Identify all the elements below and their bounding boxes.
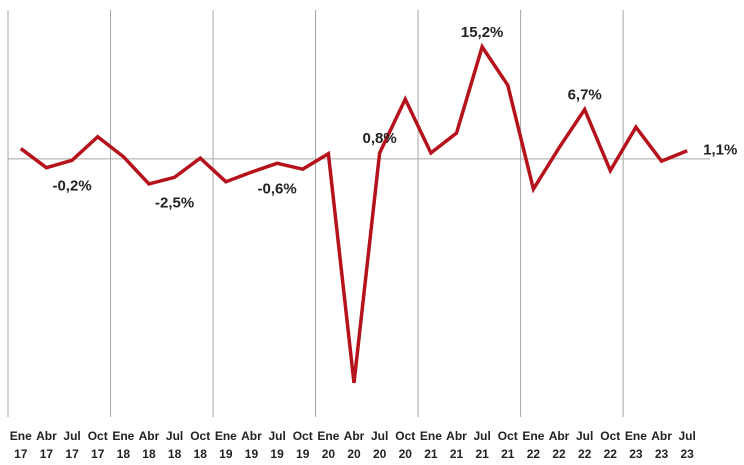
x-tick-label: 20 xyxy=(399,447,413,460)
x-tick-label: 20 xyxy=(347,447,361,460)
x-tick-label: Oct xyxy=(395,429,415,443)
data-label: -0,2% xyxy=(52,177,91,194)
x-tick-label: Jul xyxy=(371,429,388,443)
x-tick-label: Oct xyxy=(190,429,210,443)
x-tick-label: 18 xyxy=(168,447,182,460)
x-tick-label: Ene xyxy=(10,429,32,443)
x-tick-label: Abr xyxy=(344,429,365,443)
data-label: 6,7% xyxy=(568,86,602,103)
x-tick-label: Abr xyxy=(241,429,262,443)
x-tick-label: 18 xyxy=(117,447,131,460)
x-tick-label: 22 xyxy=(552,447,566,460)
x-tick-label: Ene xyxy=(112,429,134,443)
x-tick-label: Jul xyxy=(576,429,593,443)
data-label: -0,6% xyxy=(258,180,297,197)
x-tick-label: 22 xyxy=(604,447,618,460)
x-tick-label: 21 xyxy=(450,447,464,460)
x-tick-label: 21 xyxy=(424,447,438,460)
data-line xyxy=(19,42,688,384)
x-tick-label: Jul xyxy=(268,429,285,443)
x-tick-label: 23 xyxy=(655,447,669,460)
x-tick-label: 17 xyxy=(65,447,79,460)
x-tick-label: Oct xyxy=(600,429,620,443)
x-tick-label: Abr xyxy=(36,429,57,443)
x-tick-label: 17 xyxy=(91,447,105,460)
x-tick-label: 23 xyxy=(681,447,695,460)
x-tick-label: 20 xyxy=(322,447,336,460)
x-tick-label: Jul xyxy=(166,429,183,443)
data-label: -2,5% xyxy=(155,194,194,211)
x-tick-label: 18 xyxy=(142,447,156,460)
x-tick-label: Abr xyxy=(139,429,160,443)
x-tick-label: Ene xyxy=(420,429,442,443)
x-tick-label: 18 xyxy=(194,447,208,460)
x-tick-label: Ene xyxy=(317,429,339,443)
data-label: 1,1% xyxy=(703,142,737,159)
x-tick-label: Abr xyxy=(446,429,467,443)
x-tick-label: Ene xyxy=(522,429,544,443)
x-tick-label: Ene xyxy=(625,429,647,443)
x-tick-label: 23 xyxy=(629,447,643,460)
data-label: 0,8% xyxy=(363,130,397,147)
x-tick-label: 19 xyxy=(296,447,310,460)
x-tick-label: 17 xyxy=(14,447,28,460)
x-tick-label: Ene xyxy=(215,429,237,443)
x-tick-label: 17 xyxy=(40,447,54,460)
x-tick-label: 22 xyxy=(578,447,592,460)
x-tick-label: 19 xyxy=(219,447,233,460)
x-tick-label: 19 xyxy=(245,447,259,460)
x-tick-label: Abr xyxy=(651,429,672,443)
x-tick-label: 22 xyxy=(527,447,541,460)
data-label: 15,2% xyxy=(461,24,504,41)
x-tick-label: Oct xyxy=(293,429,313,443)
x-tick-label: Abr xyxy=(549,429,570,443)
x-tick-label: 19 xyxy=(270,447,284,460)
x-tick-label: 20 xyxy=(373,447,387,460)
x-tick-label: 21 xyxy=(475,447,489,460)
x-tick-label: 21 xyxy=(501,447,515,460)
x-tick-label: Oct xyxy=(88,429,108,443)
x-tick-label: Jul xyxy=(63,429,80,443)
x-tick-label: Jul xyxy=(473,429,490,443)
x-tick-label: Oct xyxy=(498,429,518,443)
x-tick-label: Jul xyxy=(679,429,696,443)
